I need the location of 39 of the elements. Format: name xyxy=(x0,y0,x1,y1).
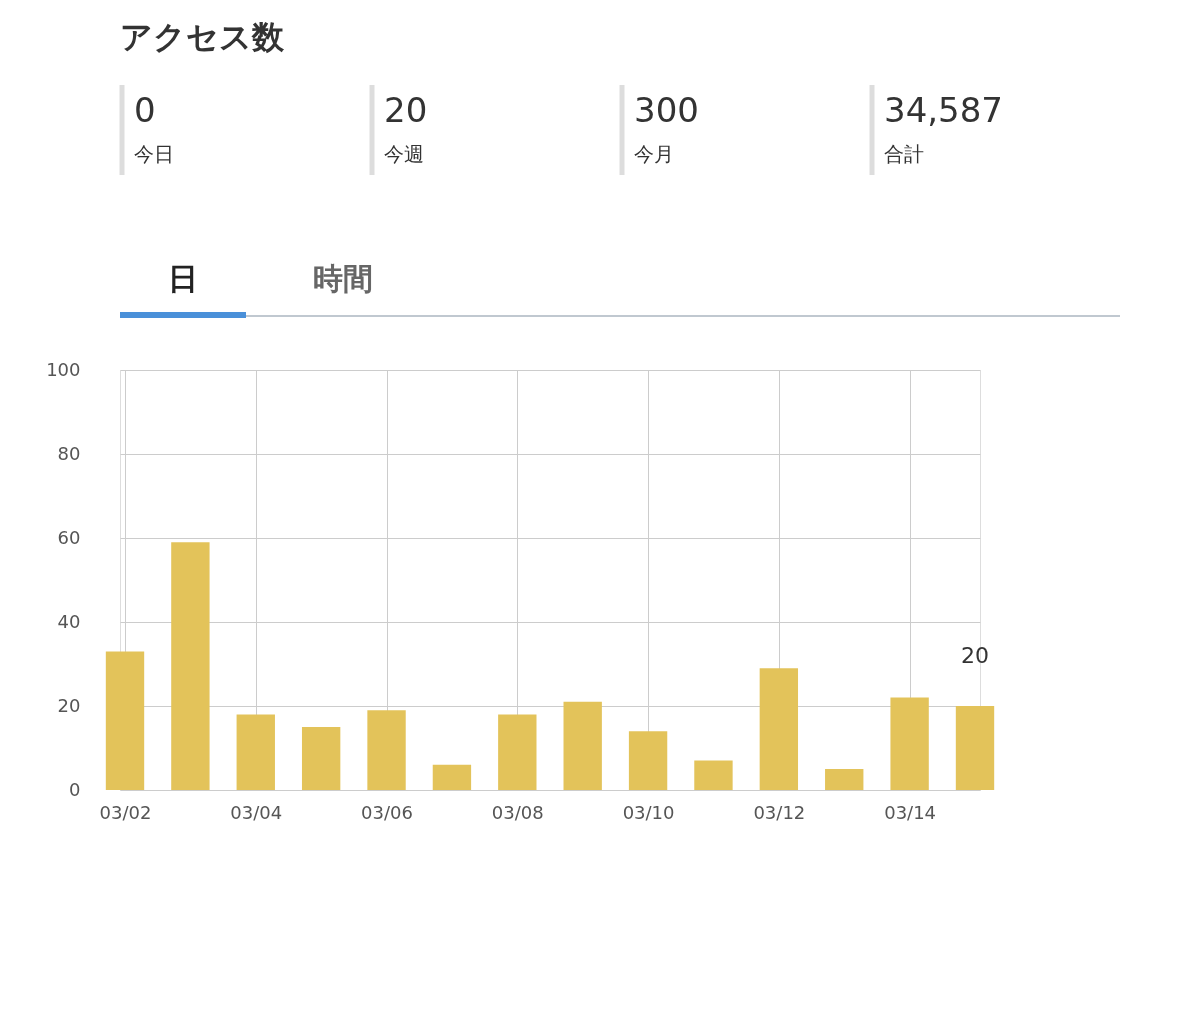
y-tick-label: 60 xyxy=(57,526,81,548)
text: 34,587 xyxy=(884,90,1003,130)
y-tick-label: 20 xyxy=(57,694,81,716)
text: 今日 xyxy=(134,142,174,166)
data-label: 20 xyxy=(961,643,989,668)
bar xyxy=(825,769,864,790)
bar xyxy=(890,697,929,790)
text: アクセス数 xyxy=(120,18,285,56)
text: 合計 xyxy=(884,142,924,166)
text: 時間 xyxy=(313,261,373,296)
text: 0 xyxy=(134,90,156,130)
x-tick-label: 03/04 xyxy=(230,801,283,823)
text: 今月 xyxy=(634,142,674,166)
bar xyxy=(171,542,210,790)
bar xyxy=(236,714,275,790)
x-tick-label: 03/02 xyxy=(99,801,152,823)
text: 今週 xyxy=(384,142,424,166)
y-tick-label: 40 xyxy=(57,610,81,632)
bar xyxy=(563,701,602,790)
bar xyxy=(694,760,733,790)
y-tick-label: 100 xyxy=(46,358,81,380)
bar xyxy=(367,710,406,790)
x-tick-label: 03/06 xyxy=(361,801,413,823)
y-tick-label: 80 xyxy=(57,442,81,464)
text: 20 xyxy=(384,90,428,130)
text: 日 xyxy=(168,261,198,296)
x-tick-label: 03/08 xyxy=(491,801,544,823)
bar xyxy=(432,764,472,790)
x-tick-label: 03/14 xyxy=(884,801,937,823)
bar xyxy=(301,727,341,790)
text: 300 xyxy=(634,90,699,130)
bar xyxy=(628,731,668,790)
bar xyxy=(498,714,537,790)
x-tick-label: 03/10 xyxy=(622,801,675,823)
bar xyxy=(759,668,799,790)
y-tick-label: 0 xyxy=(69,778,81,800)
bar xyxy=(105,651,145,790)
bar xyxy=(955,706,995,790)
x-tick-label: 03/12 xyxy=(753,801,806,823)
